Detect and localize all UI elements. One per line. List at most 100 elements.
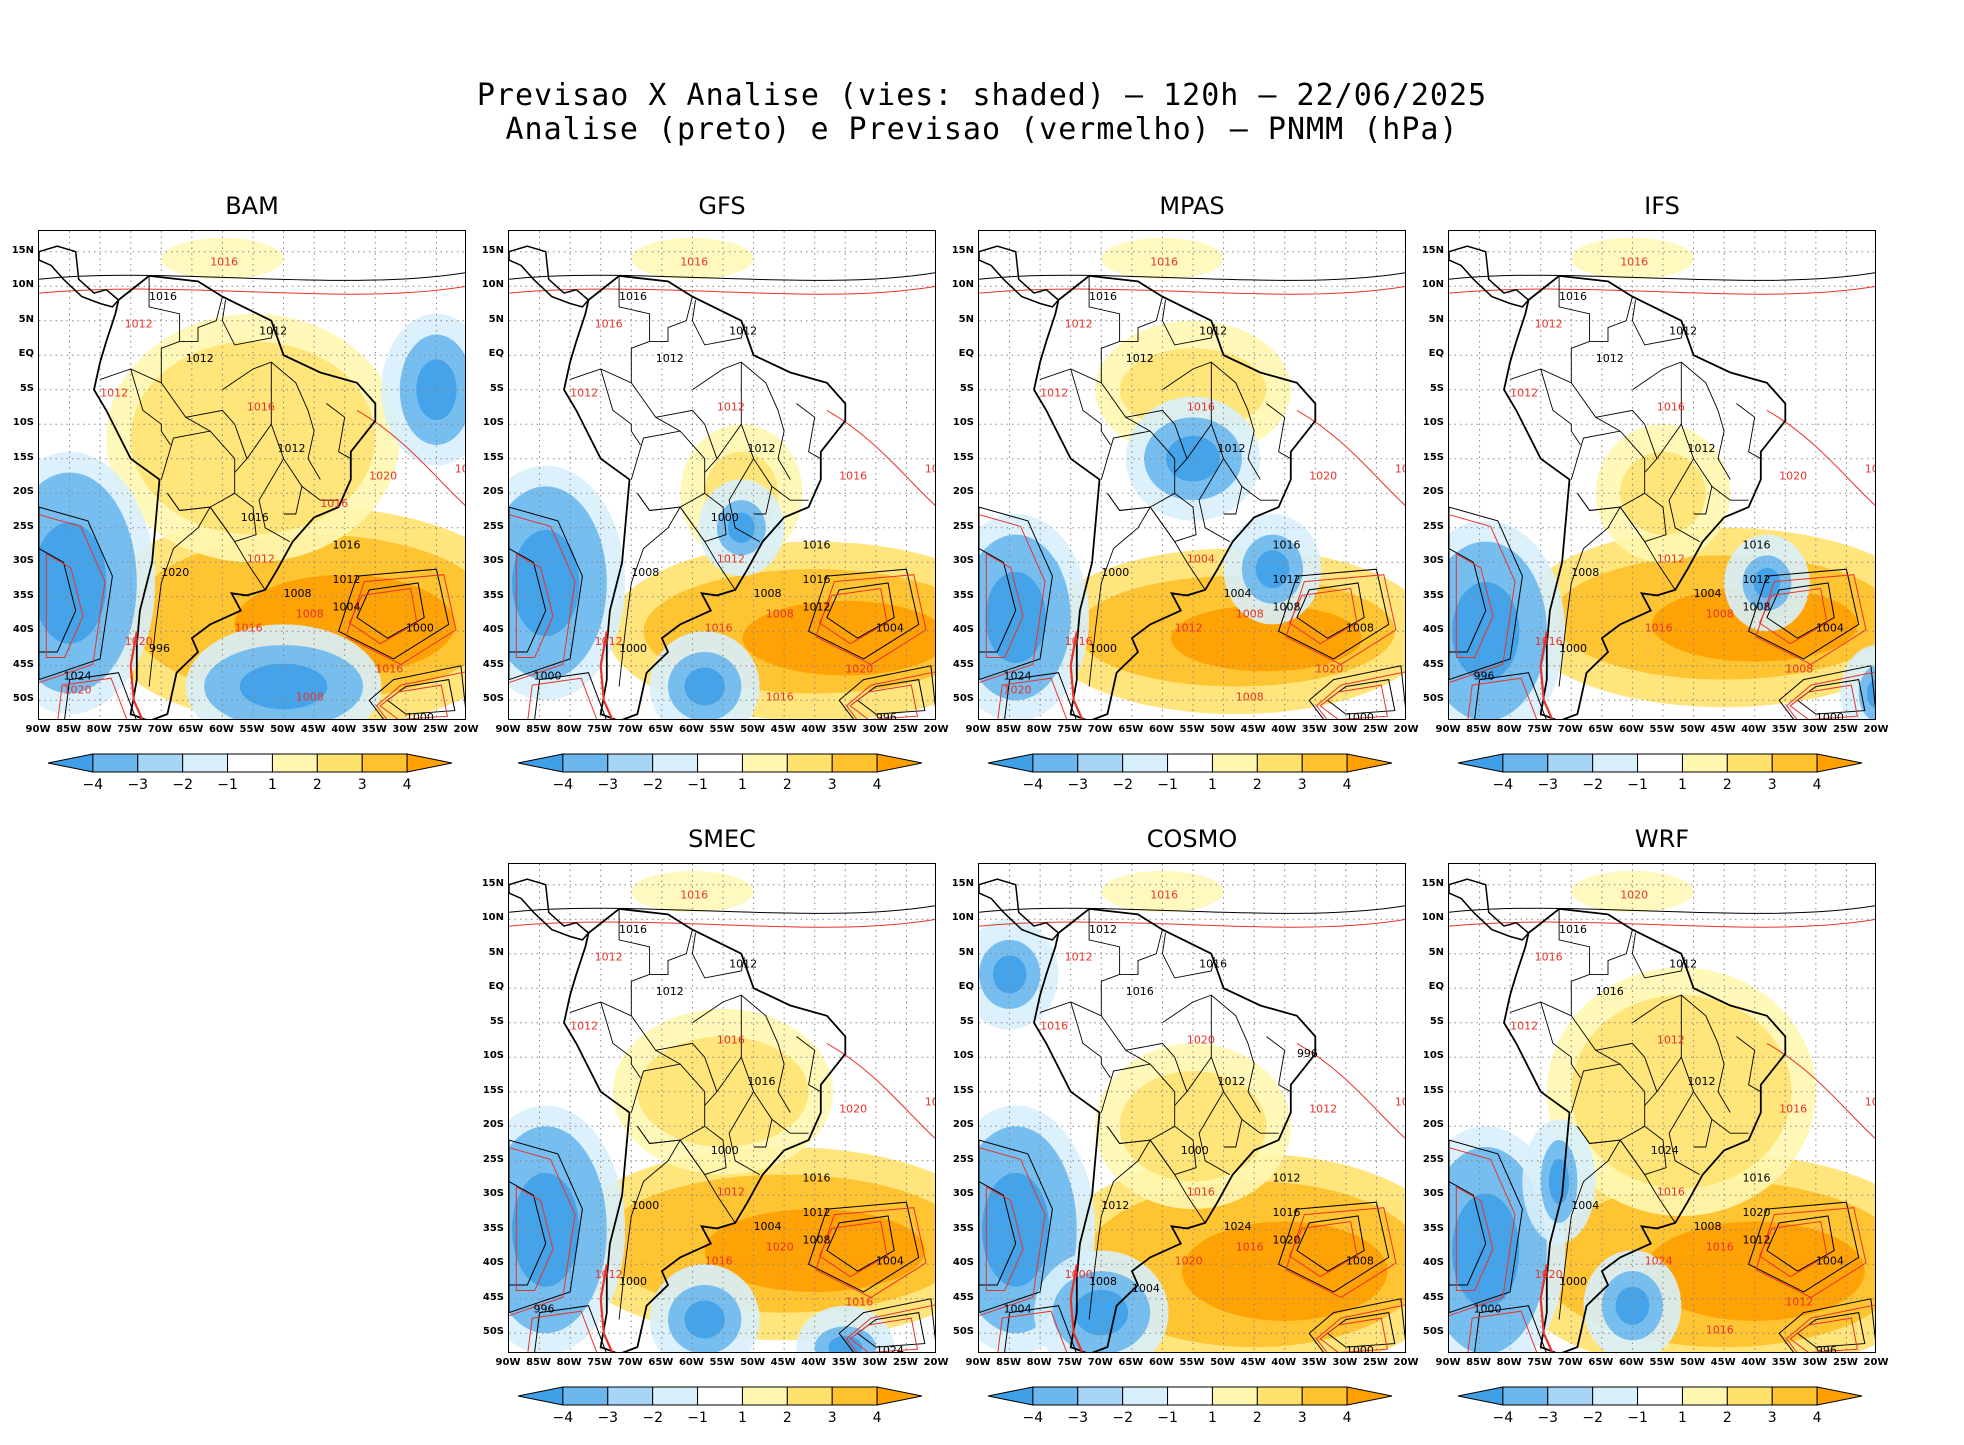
analysis-isobar-label: 1016 [802,573,830,586]
contour-labels: 1016 1012 1012 1012 1016 1012 1004 1008 1000 1020… [63,256,466,719]
latitude-tick-label: 50S [1422,693,1444,705]
analysis-isobar-label: 1000 [1346,1344,1374,1353]
latitude-tick-label: 40S [952,624,974,636]
longitude-tick-label: 85W [1466,1357,1492,1368]
longitude-tick-label: 55W [1649,1357,1675,1368]
analysis-isobar-label: 1000 [1816,711,1844,720]
colorbar-tick-label: 4 [872,1410,882,1426]
latitude-tick-label: 40S [1422,1257,1444,1269]
isobars [979,905,1405,1352]
map-panel-gfs: GFS 15N 10N 5N EQ 5S 10S 15S 20S 25S 30S 35S 40S 45S 5… [470,192,949,812]
forecast-isobar-label: 1016 [1535,635,1563,648]
latitude-tick-label: 40S [482,1257,504,1269]
longitude-tick-label: 85W [996,1357,1022,1368]
bias-map-svg: 1012 1016 1016 1012 1012 1016 1020 1024 1008 1012… [979,864,1406,1353]
colorbar-segment [227,753,273,773]
analysis-isobar-label: 1016 [1742,538,1770,551]
longitude-tick-label: 60W [678,724,704,735]
forecast-isobar-label: 1012 [595,951,623,964]
forecast-isobar-label: 1012 [1785,1296,1813,1309]
analysis-isobar-label: 1016 [1559,923,1587,936]
forecast-isobar-label: 1016 [925,1096,936,1109]
forecast-isobar-label: 1020 [1535,1268,1563,1281]
latitude-tick-label: EQ [1428,348,1444,360]
colorbar [988,752,1392,774]
bias-shading [1449,237,1875,719]
colorbar-segment [92,753,139,773]
analysis-isobar-label: 1012 [1669,958,1697,971]
latitude-tick-label: 10N [481,912,504,924]
forecast-isobar-label: 1012 [717,1185,745,1198]
longitude-tick-label: 90W [495,1357,521,1368]
longitude-tick-label: 65W [1118,724,1144,735]
analysis-isobar-label: 1012 [332,573,360,586]
map-panel-wrf: WRF 15N 10N 5N EQ 5S 10S 15S 20S 25S 30S 35S 40S 45S 5… [1410,825,1889,1445]
colorbar-tick-label: −3 [1537,1410,1559,1426]
analysis-isobar-label: 1012 [259,325,287,338]
analysis-isobar-label: 1012 [1272,573,1300,586]
longitude-tick-label: 85W [56,724,82,735]
analysis-isobar-label: 1012 [1101,1199,1129,1212]
latitude-tick-label: EQ [488,348,504,360]
colorbar-segment [1637,1386,1683,1406]
latitude-tick-label: 15S [1422,451,1444,463]
forecast-isobar-label: 1000 [1065,1268,1093,1281]
latitude-tick-label: EQ [1428,981,1444,993]
forecast-isobar-label: 1016 [455,463,466,476]
latitude-tick-label: EQ [488,981,504,993]
longitude-tick-label: 40W [801,724,827,735]
analysis-isobar-label: 1016 [1596,985,1624,998]
longitude-tick-label: 60W [678,1357,704,1368]
colorbar-tick-label: −2 [1112,777,1133,793]
panel-title: BAM [225,192,279,220]
colorbar-tick-label: 4 [1812,777,1822,793]
latitude-tick-label: 5N [1428,946,1444,958]
analysis-isobar-label: 1004 [1816,1254,1844,1267]
forecast-isobar-label: 1012 [1535,318,1563,331]
analysis-isobar-label: 1008 [1571,566,1599,579]
latitude-tick-label: 20S [952,1119,974,1131]
colorbar-tick-label: 2 [782,777,792,793]
longitude-tick-label: 45W [1240,724,1266,735]
colorbar-tick-label: 1 [267,777,277,793]
forecast-isobar-label: 1008 [1395,1096,1406,1109]
coastline [509,878,847,1352]
analysis-isobar-label: 1016 [149,290,177,303]
analysis-isobar-label: 1008 [284,587,312,600]
longitude-tick-label: 25W [892,724,918,735]
longitude-tick-label: 65W [1588,1357,1614,1368]
colorbar-tick-label: −4 [552,777,574,793]
latitude-tick-label: 10N [951,912,974,924]
longitude-tick-label: 20W [1393,1357,1419,1368]
analysis-isobar-label: 1020 [1272,1234,1300,1247]
forecast-isobar-label: 1016 [1535,951,1563,964]
graticule [1449,864,1875,1352]
map-panel-bam: BAM 15N 10N 5N EQ 5S 10S 15S 20S 25S 30S 35S 40S 45S 5… [0,192,479,812]
forecast-isobar-label: 1016 [247,400,275,413]
colorbar-tick-label: 2 [1252,777,1262,793]
analysis-isobar-label: 1000 [1559,642,1587,655]
analysis-isobar-label: 1016 [1272,538,1300,551]
latitude-tick-label: 50S [482,693,504,705]
forecast-isobar-label: 1012 [1510,1020,1538,1033]
longitude-tick-label: 45W [1240,1357,1266,1368]
colorbar-tick-label: −1 [687,1410,708,1426]
colorbar-segment [562,1386,609,1406]
latitude-tick-label: 25S [482,520,504,532]
forecast-isobar-label: 1012 [570,387,598,400]
analysis-isobar-label: 1012 [1272,1171,1300,1184]
longitude-tick-label: 75W [1527,724,1553,735]
longitude-tick-label: 70W [1087,1357,1113,1368]
colorbar-segment [137,753,184,773]
latitude-tick-label: 25S [1422,1153,1444,1165]
latitude-tick-label: 15S [952,1084,974,1096]
longitude-tick-label: 80W [556,1357,582,1368]
latitude-tick-label: 45S [482,1291,504,1303]
longitude-tick-label: 45W [770,724,796,735]
colorbar-segment [1547,1386,1594,1406]
latitude-tick-label: 20S [482,486,504,498]
forecast-isobar-label: 1004 [1187,552,1215,565]
latitude-tick-label: 15N [481,877,504,889]
colorbar-tick-label: 1 [737,777,747,793]
analysis-isobar-label: 1008 [1694,1220,1722,1233]
